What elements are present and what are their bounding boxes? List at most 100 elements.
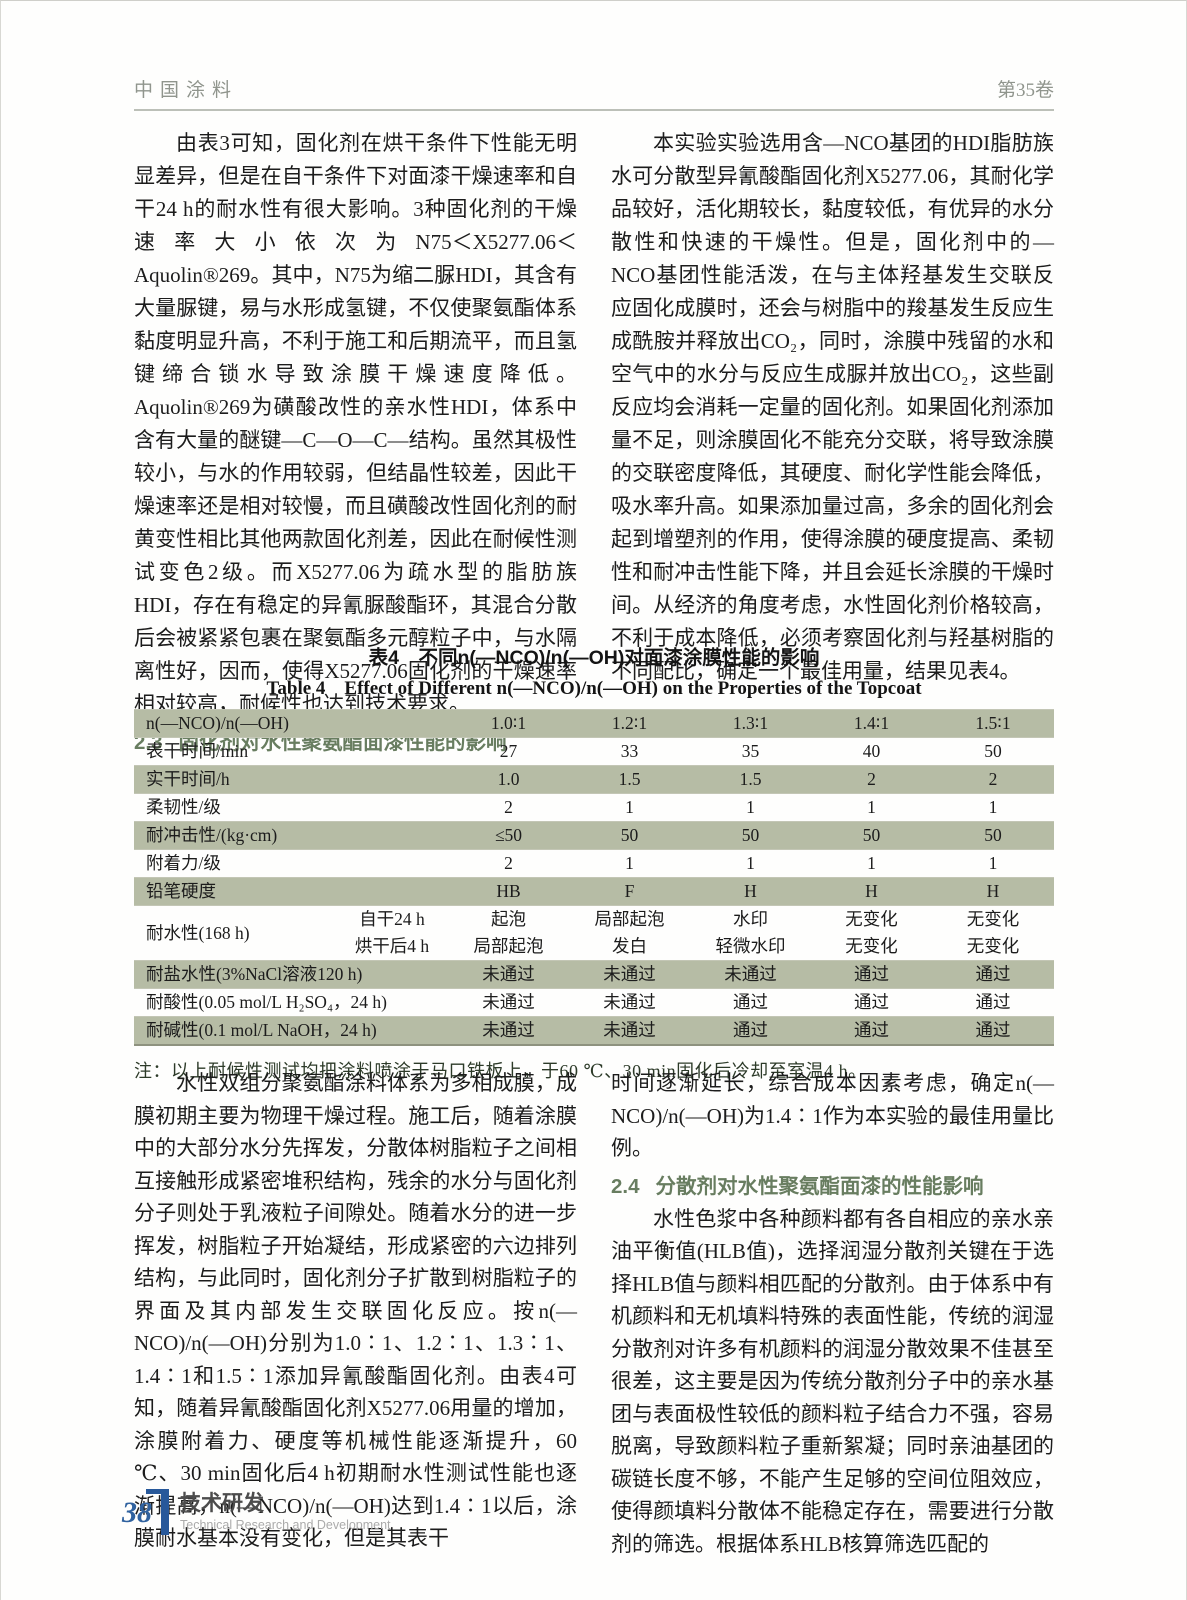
table-row: 耐碱性(0.1 mol/L NaOH，24 h) 未通过 未通过 通过 通过 通过 bbox=[134, 1016, 1054, 1045]
table-row: 耐盐水性(3%NaCl溶液120 h) 未通过 未通过 未通过 通过 通过 bbox=[134, 960, 1054, 989]
table-cell: 50 bbox=[984, 741, 1002, 761]
section-number: 2.4 bbox=[611, 1174, 640, 1198]
table-cell: 实干时间/h bbox=[134, 765, 448, 794]
table-cell: 附着力/级 bbox=[146, 853, 221, 873]
table-cell: 耐酸性(0.05 mol/L H₂SO₄，24 h) bbox=[146, 992, 387, 1012]
table-row: 附着力/级 2 1 1 1 1 bbox=[134, 849, 1054, 878]
table-cell: 局部起泡 bbox=[473, 936, 544, 956]
table-cell: H bbox=[811, 877, 932, 906]
table-cell: 未通过 bbox=[448, 1016, 569, 1045]
table-cell: 起泡 bbox=[491, 909, 526, 929]
footer-section: 技术研发 Technical Research and Development bbox=[180, 1489, 391, 1532]
table-row: 耐冲击性/(kg·cm) ≤50 50 50 50 50 bbox=[134, 821, 1054, 850]
table-cell: 1.5 bbox=[690, 765, 811, 794]
table-cell: 未通过 bbox=[690, 960, 811, 989]
table-row: n(—NCO)/n(—OH) 1.0∶1 1.2∶1 1.3∶1 1.4∶1 1.5∶1 bbox=[134, 709, 1054, 738]
table-row: 表干时间/min 27 33 35 40 50 bbox=[134, 737, 1054, 766]
table-cell: 无变化 bbox=[845, 909, 898, 929]
table-cell: 未通过 bbox=[448, 960, 569, 989]
table-cell: 未通过 bbox=[569, 1016, 690, 1045]
table-cell: 轻微水印 bbox=[715, 936, 786, 956]
table4-note: 注：以上耐候性测试均把涂料喷涂于马口铁板上，于60 ℃、30 min固化后冷却至… bbox=[134, 1061, 867, 1081]
table-cell: 50 bbox=[932, 821, 1054, 850]
table-cell: 烘干后4 h bbox=[354, 936, 430, 956]
running-head: 中国涂料 第35卷 bbox=[134, 75, 1054, 102]
table-cell: 50 bbox=[690, 821, 811, 850]
paragraph: 本实验实验选用含—NCO基团的HDI脂肪族水可分散型异氰酸酯固化剂X5277.0… bbox=[611, 131, 1054, 683]
table-cell: 水印 bbox=[733, 909, 768, 929]
table-cell: 1 bbox=[746, 797, 755, 817]
table-cell: HB bbox=[448, 877, 569, 906]
table-cell: n(—NCO)/n(—OH) bbox=[134, 709, 448, 738]
table-cell: 耐冲击性/(kg·cm) bbox=[134, 821, 448, 850]
table-cell: 耐水性(168 h) bbox=[146, 922, 250, 943]
table-cell: 通过 bbox=[932, 960, 1054, 989]
header-rule bbox=[134, 109, 1054, 111]
table-cell: 无变化 bbox=[966, 909, 1020, 929]
journal-name: 中国涂料 bbox=[134, 80, 239, 101]
table-cell: 1 bbox=[867, 853, 876, 873]
table-cell: 自干24 h bbox=[359, 909, 425, 929]
table-cell: 2 bbox=[811, 765, 932, 794]
table-cell: 无变化 bbox=[966, 936, 1020, 956]
table-cell: 1.0∶1 bbox=[448, 709, 569, 738]
table4: n(—NCO)/n(—OH) 1.0∶1 1.2∶1 1.3∶1 1.4∶1 1.5∶1 … bbox=[134, 709, 1054, 1046]
table-cell: 耐盐水性(3%NaCl溶液120 h) bbox=[134, 960, 448, 989]
table4-title-zh: 表4 不同n(—NCO)/n(—OH)对面漆涂膜性能的影响 bbox=[368, 647, 820, 669]
table-cell: 1.3∶1 bbox=[690, 709, 811, 738]
table-cell: 27 bbox=[499, 741, 518, 761]
section-title: 分散剂对水性聚氨酯面漆的性能影响 bbox=[655, 1174, 984, 1198]
table-cell: 33 bbox=[620, 741, 639, 761]
table-cell: H bbox=[932, 877, 1054, 906]
table-cell: 1.5 bbox=[569, 765, 690, 794]
paragraph: 时间逐渐延长，综合成本因素考虑，确定n(—NCO)/n(—OH)为1.4∶1作为… bbox=[611, 1071, 1054, 1160]
table-cell: H bbox=[690, 877, 811, 906]
table-cell: 通过 bbox=[811, 1016, 932, 1045]
table-cell: 铅笔硬度 bbox=[134, 877, 448, 906]
table-cell: 1 bbox=[746, 853, 755, 873]
table-cell: 耐碱性(0.1 mol/L NaOH，24 h) bbox=[134, 1016, 448, 1045]
table-cell: 1 bbox=[867, 797, 876, 817]
table4-head: n(—NCO)/n(—OH) 1.0∶1 1.2∶1 1.3∶1 1.4∶1 1.5∶1 bbox=[134, 709, 1054, 738]
table-cell: 35 bbox=[741, 741, 760, 761]
section-heading-2-4: 2.4 分散剂对水性聚氨酯面漆的性能影响 bbox=[611, 1170, 1054, 1203]
table4-body: 表干时间/min 27 33 35 40 50 实干时间/h 1.0 1.5 1.5 2 2 柔韧性/级… bbox=[134, 737, 1054, 1045]
table-cell: 未通过 bbox=[603, 992, 656, 1012]
bottom-right-column: 时间逐渐延长，综合成本因素考虑，确定n(—NCO)/n(—OH)为1.4∶1作为… bbox=[611, 1067, 1054, 1560]
table-cell: 1.0 bbox=[448, 765, 569, 794]
table-cell: 表干时间/min bbox=[146, 741, 249, 761]
table-cell: 2 bbox=[504, 797, 513, 817]
table-cell: 无变化 bbox=[845, 936, 898, 956]
paragraph: 水性色浆中各种颜料都有各自相应的亲水亲油平衡值(HLB值)，选择润湿分散剂关键在… bbox=[611, 1206, 1054, 1556]
table-row: 铅笔硬度 HB F H H H bbox=[134, 877, 1054, 906]
table-cell: F bbox=[569, 877, 690, 906]
top-right-column: 本实验实验选用含—NCO基团的HDI脂肪族水可分散型异氰酸酯固化剂X5277.0… bbox=[611, 127, 1054, 759]
table-cell: 发白 bbox=[612, 936, 647, 956]
paragraph: 由表3可知，固化剂在烘干条件下性能无明显差异，但是在自干条件下对面漆干燥速率和自… bbox=[134, 131, 577, 716]
table-cell: 40 bbox=[862, 741, 881, 761]
table-cell: ≤50 bbox=[448, 821, 569, 850]
table-row: 柔韧性/级 2 1 1 1 1 bbox=[134, 793, 1054, 822]
table-cell: 1.2∶1 bbox=[569, 709, 690, 738]
footer-section-en: Technical Research and Development bbox=[180, 1518, 391, 1533]
page-footer: 38 技术研发 Technical Research and Developme… bbox=[122, 1489, 391, 1535]
table-cell: 通过 bbox=[975, 992, 1011, 1012]
table-cell: 2 bbox=[504, 853, 513, 873]
table-row: 烘干后4 h 局部起泡 发白 轻微水印 无变化 无变化 bbox=[134, 933, 1054, 961]
page-number: 38 bbox=[122, 1496, 152, 1529]
bottom-columns: 水性双组分聚氨酯涂料体系为多相成膜，成膜初期主要为物理干燥过程。施工后，随着涂膜… bbox=[134, 1067, 1054, 1560]
table-row: 耐水性(168 h) 自干24 h 起泡 局部起泡 水印 无变化 无变化 bbox=[134, 905, 1054, 943]
paragraph: 水性双组分聚氨酯涂料体系为多相成膜，成膜初期主要为物理干燥过程。施工后，随着涂膜… bbox=[134, 1071, 577, 1550]
table4-title-en: Table 4 Effect of Different n(—NCO)/n(—O… bbox=[266, 678, 922, 699]
table-cell: 50 bbox=[569, 821, 690, 850]
table-row: 实干时间/h 1.0 1.5 1.5 2 2 bbox=[134, 765, 1054, 794]
table-cell: 1 bbox=[625, 853, 634, 873]
table-cell: 1 bbox=[988, 797, 998, 817]
table-cell: 1 bbox=[988, 853, 998, 873]
table-cell: 通过 bbox=[854, 992, 889, 1012]
table-cell: 2 bbox=[932, 765, 1054, 794]
table-cell: 通过 bbox=[690, 1016, 811, 1045]
table-cell: 通过 bbox=[733, 992, 768, 1012]
table-cell: 局部起泡 bbox=[594, 909, 665, 929]
